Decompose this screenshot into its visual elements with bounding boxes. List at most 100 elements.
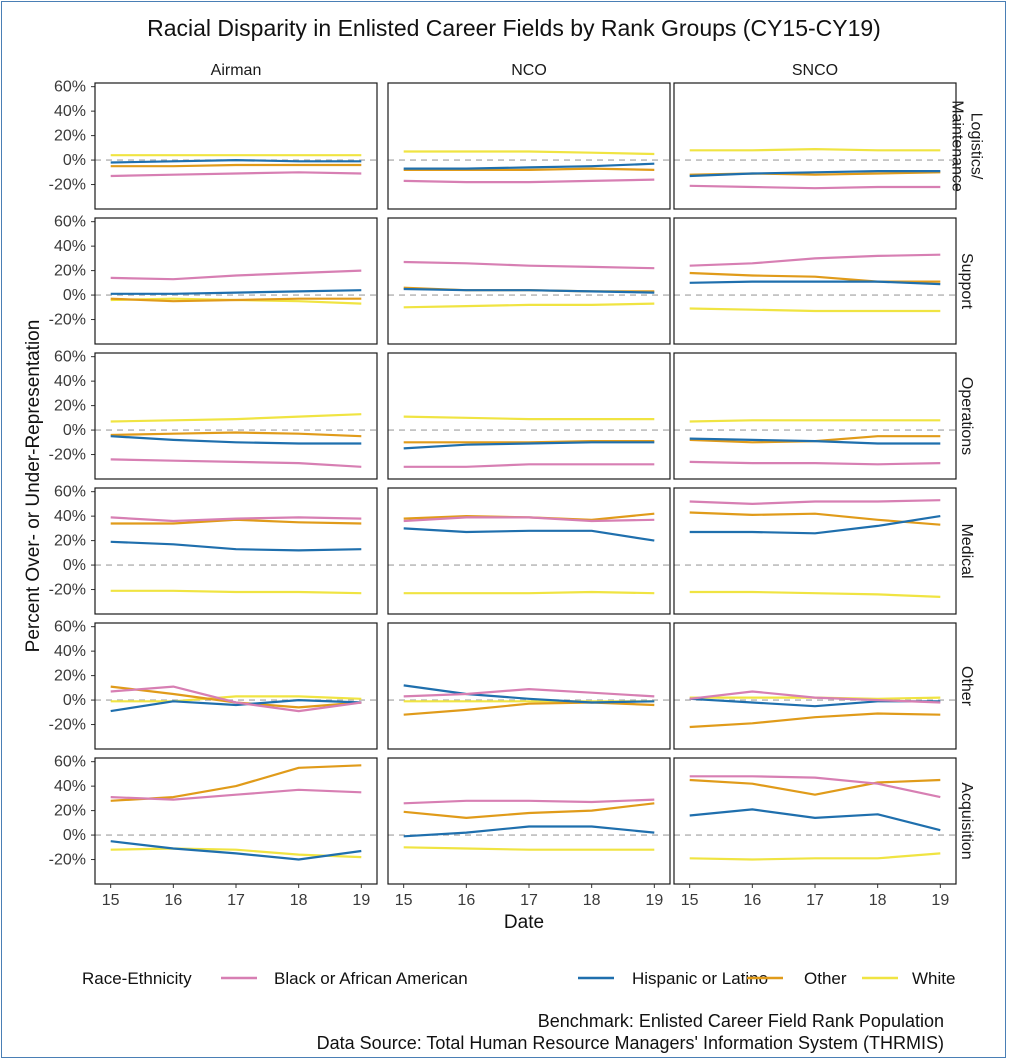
facet-panel xyxy=(91,622,378,750)
facet-row-label: Other xyxy=(958,666,975,707)
series-line-other xyxy=(110,431,362,438)
facet-row-label: Support xyxy=(958,253,975,310)
series-line-other xyxy=(110,297,362,303)
facet-panel: 15 16 17 18 19 xyxy=(673,757,957,909)
series-line-black xyxy=(403,178,655,184)
series-line-hispanic xyxy=(403,441,655,450)
series-line-other xyxy=(689,778,941,796)
panel-border xyxy=(94,487,378,615)
y-tick-label: 0% xyxy=(63,827,86,844)
series-line-hispanic xyxy=(110,540,362,552)
y-tick-label: -20% xyxy=(49,852,86,869)
panel-border xyxy=(94,757,378,885)
series-line-white xyxy=(403,846,655,851)
series-line-hispanic xyxy=(110,698,362,713)
facet-panel xyxy=(673,622,957,750)
y-tick-label: 40% xyxy=(54,508,86,525)
y-tick-label: 60% xyxy=(54,619,86,636)
series-line-white xyxy=(689,590,941,598)
panel-border xyxy=(387,82,671,210)
y-tick-label: 40% xyxy=(54,103,86,120)
series-line-black xyxy=(689,460,941,466)
y-tick-label: -20% xyxy=(49,312,86,329)
series-line-hispanic xyxy=(689,437,941,445)
facet-panel: 15 16 17 18 19 xyxy=(91,757,378,909)
y-tick-label: 60% xyxy=(54,79,86,96)
series-line-hispanic xyxy=(689,280,941,286)
panel-border xyxy=(387,217,671,345)
facet-panel xyxy=(673,487,957,615)
facet-panel xyxy=(673,217,957,345)
caption-benchmark: Benchmark: Enlisted Career Field Rank Po… xyxy=(538,1011,944,1031)
y-tick-label: 0% xyxy=(63,152,86,169)
facet-panel xyxy=(387,82,671,210)
facet-panel xyxy=(387,217,671,345)
series-line-black xyxy=(403,798,655,805)
panel-border xyxy=(673,622,957,750)
series-line-white xyxy=(689,419,941,423)
y-tick-label: -20% xyxy=(49,177,86,194)
series-line-white xyxy=(110,847,362,859)
facet-panel xyxy=(91,82,378,210)
y-axis-title: Percent Over- or Under-Representation xyxy=(23,320,44,653)
caption-data-source: Data Source: Total Human Resource Manage… xyxy=(317,1033,944,1053)
panel-border xyxy=(673,487,957,615)
y-tick-label: 40% xyxy=(54,373,86,390)
facet-panel: 15 16 17 18 19 xyxy=(387,757,671,909)
facet-panel xyxy=(387,487,671,615)
panel-border xyxy=(673,217,957,345)
series-line-white xyxy=(403,415,655,421)
y-tick-label: 0% xyxy=(63,287,86,304)
series-line-hispanic xyxy=(110,289,362,295)
x-tick-label: 15 xyxy=(102,892,120,909)
panel-border xyxy=(673,352,957,480)
series-line-white xyxy=(403,150,655,156)
x-tick-label: 15 xyxy=(395,892,413,909)
legend: Race-Ethnicity Black or African American… xyxy=(82,969,955,988)
series-line-white xyxy=(110,413,362,423)
legend-label-hispanic: Hispanic or Latino xyxy=(632,969,768,988)
series-line-hispanic xyxy=(110,435,362,445)
series-line-black xyxy=(689,775,941,799)
series-line-black xyxy=(403,463,655,468)
series-line-hispanic xyxy=(689,515,941,535)
facet-panel xyxy=(673,352,957,480)
legend-label-black: Black or African American xyxy=(274,969,468,988)
series-line-white xyxy=(689,307,941,313)
series-line-hispanic xyxy=(403,162,655,170)
series-line-other xyxy=(689,271,941,283)
series-line-hispanic xyxy=(689,697,941,708)
y-tick-label: 20% xyxy=(54,398,86,415)
y-tick-label: 60% xyxy=(54,484,86,501)
y-tick-label: 20% xyxy=(54,128,86,145)
x-tick-label: 19 xyxy=(352,892,370,909)
panel-border xyxy=(673,82,957,210)
series-line-other xyxy=(689,511,941,526)
series-line-black xyxy=(403,516,655,523)
series-line-black xyxy=(110,685,362,713)
series-line-white xyxy=(110,589,362,595)
facet-panel xyxy=(91,352,378,480)
series-line-other xyxy=(403,167,655,171)
facet-panels: Airman NCO SNCO -20% 0% 20% 40% 60% Logistics/Ma… xyxy=(49,62,985,909)
series-line-black xyxy=(110,516,362,523)
series-line-black xyxy=(110,788,362,801)
y-tick-label: 0% xyxy=(63,557,86,574)
series-line-white xyxy=(689,852,941,861)
facet-column-label: NCO xyxy=(511,62,547,79)
x-tick-label: 19 xyxy=(931,892,949,909)
facet-row-label: Logistics/Maintenance xyxy=(949,100,985,192)
legend-label-other: Other xyxy=(804,969,847,988)
series-line-hispanic xyxy=(689,170,941,178)
series-line-other xyxy=(403,701,655,716)
x-tick-label: 18 xyxy=(583,892,601,909)
facet-panel xyxy=(387,352,671,480)
panel-border xyxy=(387,487,671,615)
series-line-black xyxy=(689,253,941,267)
y-tick-label: 0% xyxy=(63,422,86,439)
panel-border xyxy=(94,622,378,750)
series-line-hispanic xyxy=(403,287,655,294)
series-line-black xyxy=(110,171,362,178)
series-line-other xyxy=(110,518,362,525)
